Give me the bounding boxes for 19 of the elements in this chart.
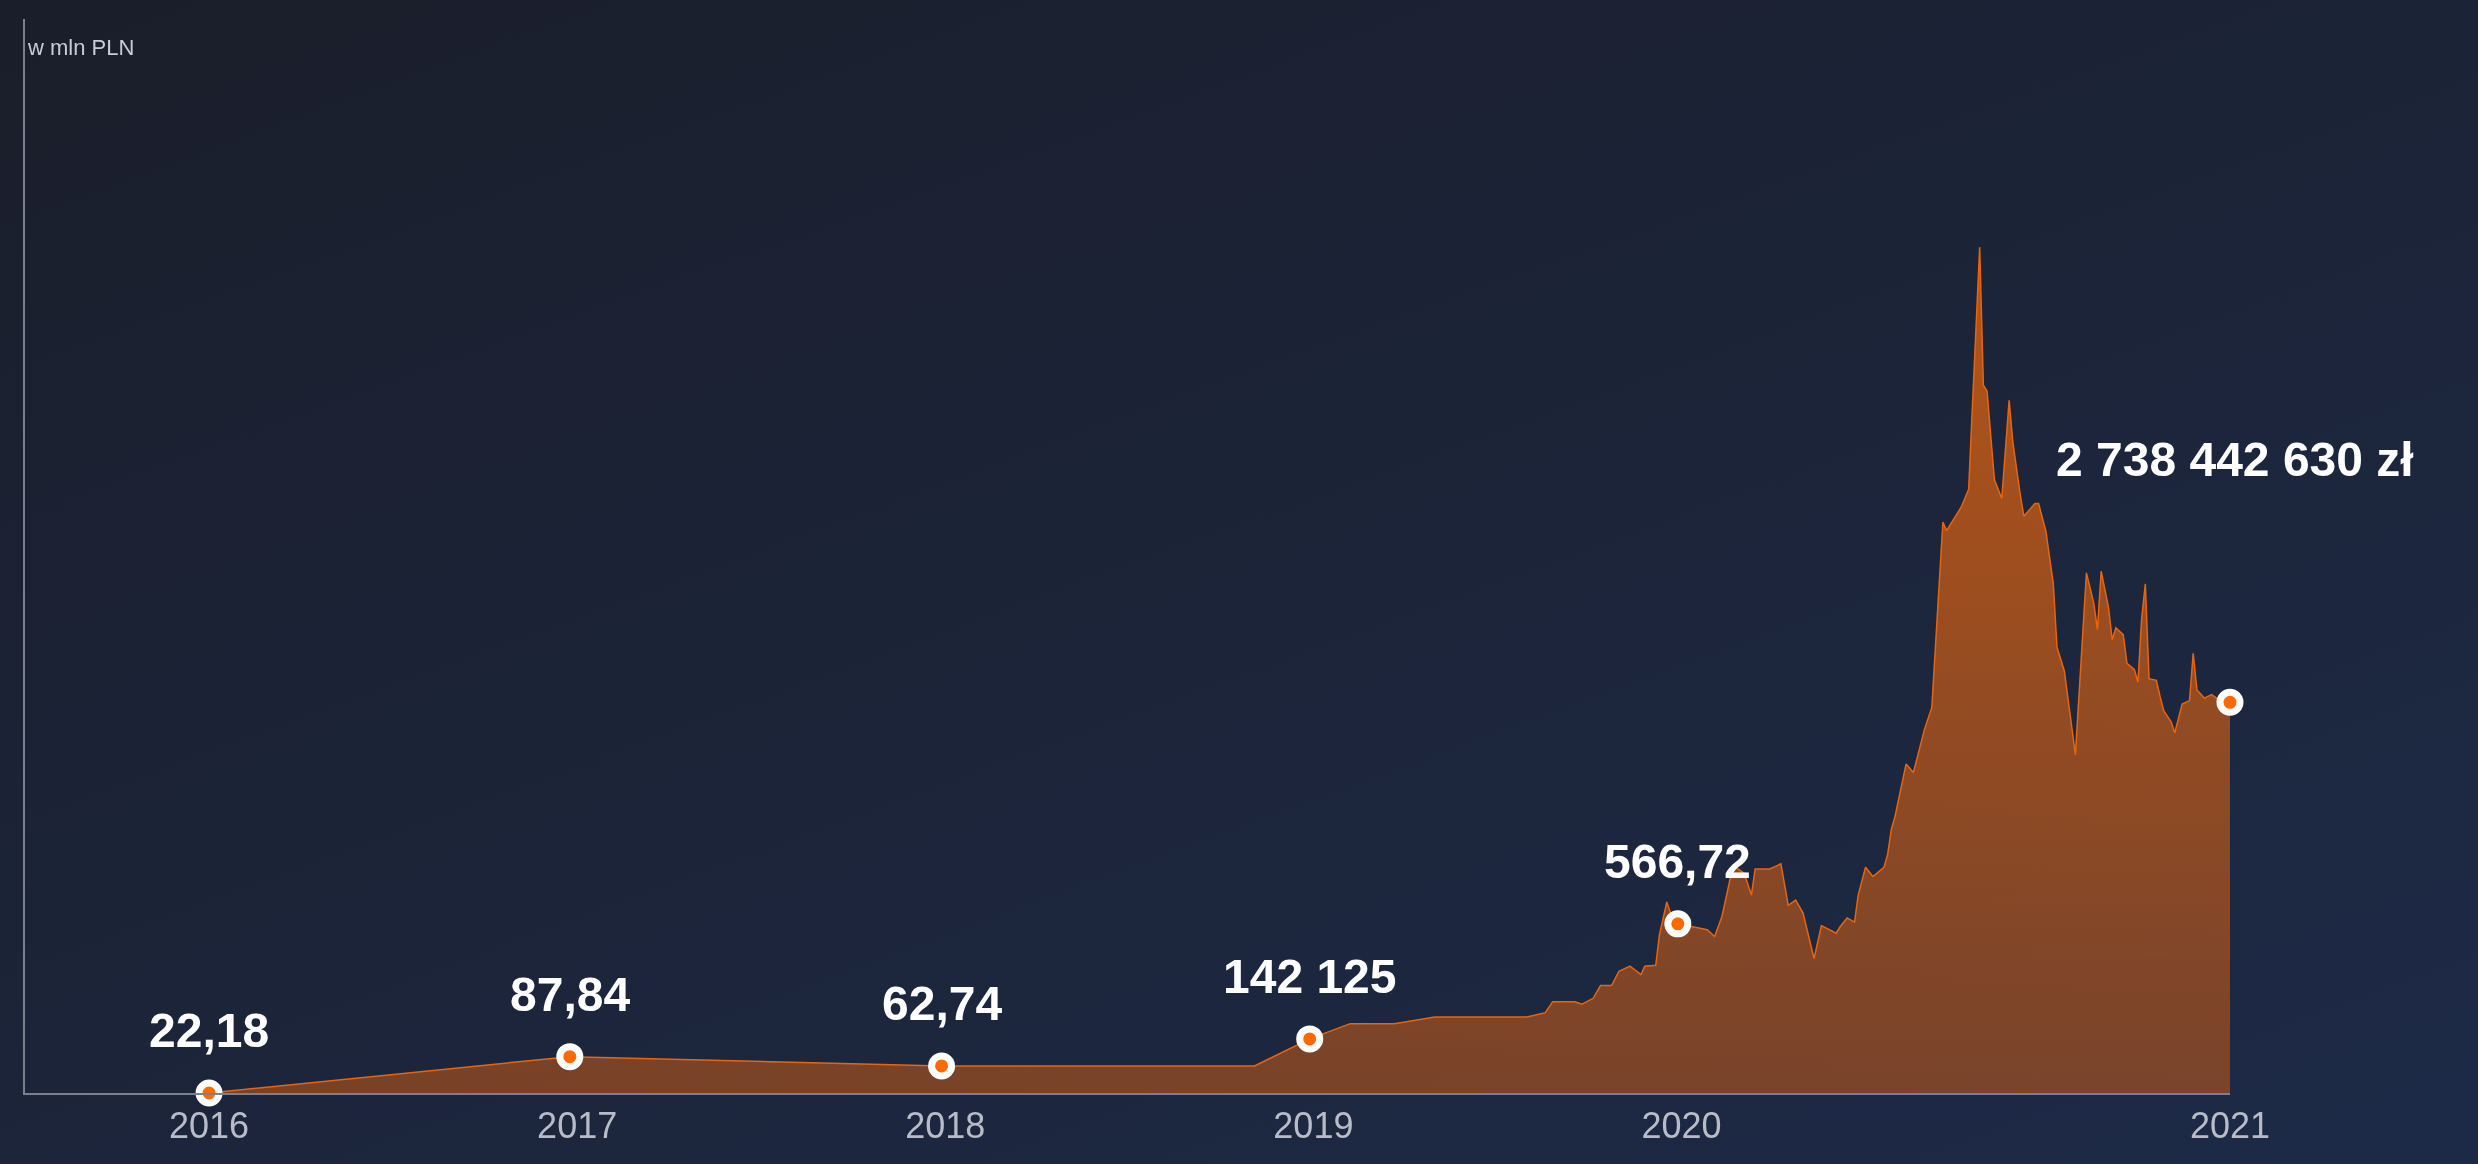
point: [556, 1043, 584, 1071]
point: [195, 1079, 223, 1107]
x-tick-label: 2019: [1273, 1105, 1354, 1147]
annotation: 22,18: [149, 1004, 270, 1057]
x-tick-label: 2018: [905, 1105, 986, 1147]
x-tick-label: 2021: [2189, 1105, 2271, 1147]
point: [1296, 1025, 1324, 1053]
annotation: 142 125: [1223, 950, 1397, 1003]
text: w mln PLN: [27, 35, 135, 60]
point: [928, 1052, 956, 1080]
annotation: 2 738 442 630 zł: [2056, 433, 2414, 486]
annotation: 62,74: [882, 977, 1003, 1030]
x-tick-label: 2016: [169, 1105, 250, 1147]
point: [2216, 688, 2244, 716]
annotation: 87,84: [510, 968, 631, 1021]
x-tick-label: 2017: [537, 1105, 618, 1147]
x-tick-label: 2020: [1641, 1105, 1722, 1147]
annotation: 566,72: [1604, 835, 1751, 888]
point: [1664, 910, 1692, 938]
